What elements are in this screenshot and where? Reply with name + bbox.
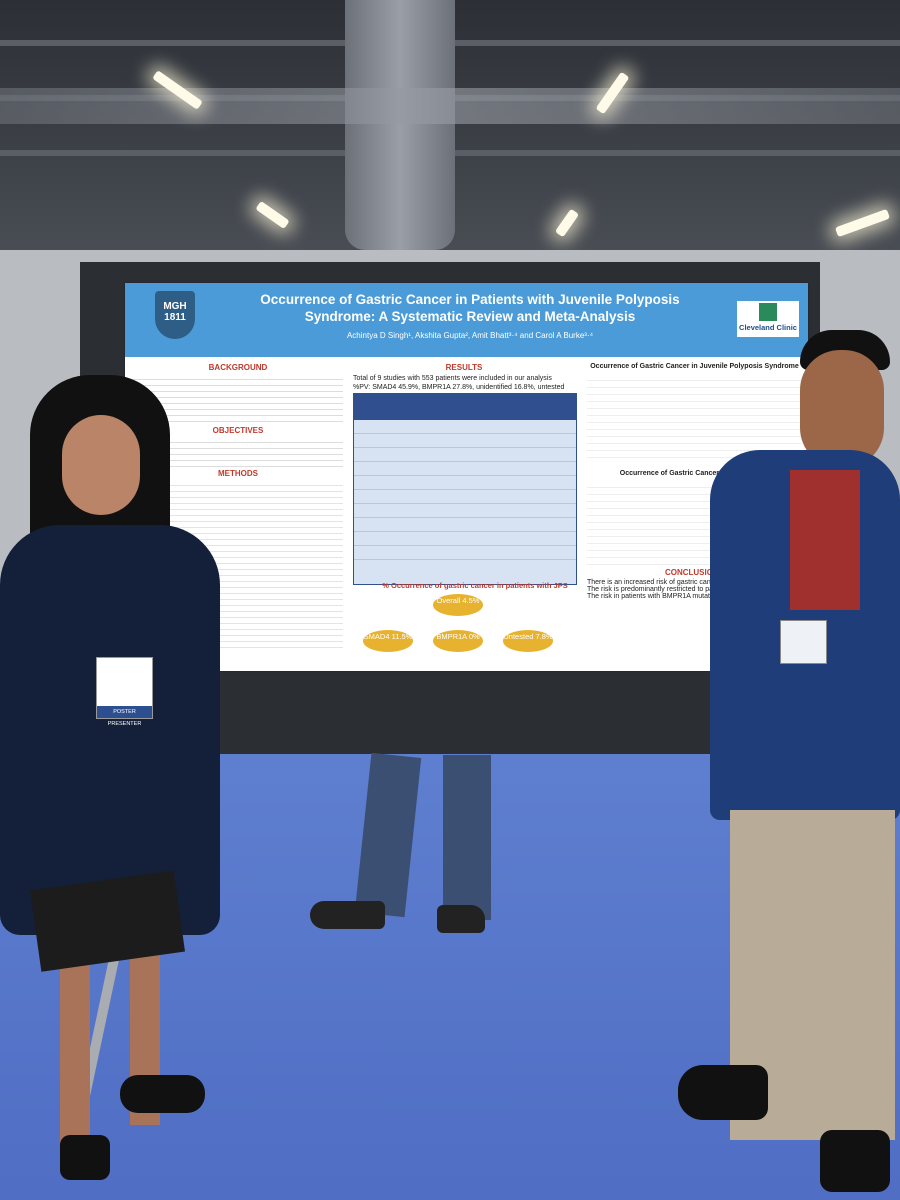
- studies-table: [353, 393, 577, 585]
- forest-plot-title: Occurrence of Gastric Cancer in SMAD4-JP…: [619, 470, 770, 477]
- results-line: Total of 9 studies with 553 patients wer…: [353, 375, 552, 382]
- table-row: [354, 546, 576, 560]
- ceiling-light: [554, 208, 580, 238]
- mgh-logo: MGH 1811: [155, 291, 195, 339]
- left-column: BACKGROUND OBJECTIVES METHODS: [133, 361, 343, 650]
- bmpr1a-oval: BMPR1A 0%: [433, 630, 483, 652]
- air-duct: [0, 88, 900, 124]
- table-row: [354, 462, 576, 476]
- table-row: [354, 532, 576, 546]
- section-heading: CONCLUSIONS: [664, 568, 725, 577]
- forest-plot: [587, 374, 802, 464]
- table-row: [354, 420, 576, 434]
- conclusion-line: The risk is predominantly restricted to …: [587, 586, 751, 593]
- table-row: [354, 448, 576, 462]
- smad4-oval: SMAD4 11.5%: [363, 630, 413, 652]
- section-heading: BACKGROUND: [208, 363, 268, 372]
- section-heading: RESULTS: [445, 363, 483, 372]
- ceiling-light: [255, 200, 290, 230]
- section-heading: OBJECTIVES: [212, 426, 264, 435]
- poster-header: MGH 1811 Occurrence of Gastric Cancer in…: [125, 283, 808, 357]
- table-header: [354, 394, 576, 420]
- cross-icon: [759, 303, 777, 321]
- poster-title: Occurrence of Gastric Cancer in Patients…: [260, 292, 680, 324]
- left-presenter: POSTER PRESENTER: [0, 375, 225, 1200]
- summary-chart-title: % Occurrence of gastric cancer in patien…: [382, 581, 568, 590]
- conclusion-line: The risk in patients with BMPR1A mutatio…: [587, 593, 749, 600]
- table-row: [354, 476, 576, 490]
- ceiling-light: [834, 208, 891, 238]
- table-row: [354, 518, 576, 532]
- forest-plot-title: Occurrence of Gastric Cancer in Juvenile…: [590, 363, 799, 370]
- ceiling: [0, 0, 900, 260]
- text-block: [133, 374, 343, 424]
- table-row: [354, 490, 576, 504]
- name-badge: [780, 620, 827, 664]
- section-heading: METHODS: [218, 469, 258, 478]
- overall-oval: Overall 4.5%: [433, 594, 483, 616]
- table-row: [354, 434, 576, 448]
- research-poster: MGH 1811 Occurrence of Gastric Cancer in…: [125, 283, 808, 671]
- poster-authors: Achintya D Singh¹, Akshita Gupta², Amit …: [346, 331, 594, 340]
- name-badge: POSTER PRESENTER: [96, 657, 153, 727]
- cleveland-clinic-logo: Cleveland Clinic: [737, 301, 799, 337]
- table-row: [354, 504, 576, 518]
- air-duct: [345, 0, 455, 250]
- conclusion-line: There is an increased risk of gastric ca…: [587, 579, 721, 586]
- right-presenter: [678, 330, 900, 1200]
- untested-oval: Untested 7.8%: [503, 630, 553, 652]
- background-person: [310, 752, 495, 933]
